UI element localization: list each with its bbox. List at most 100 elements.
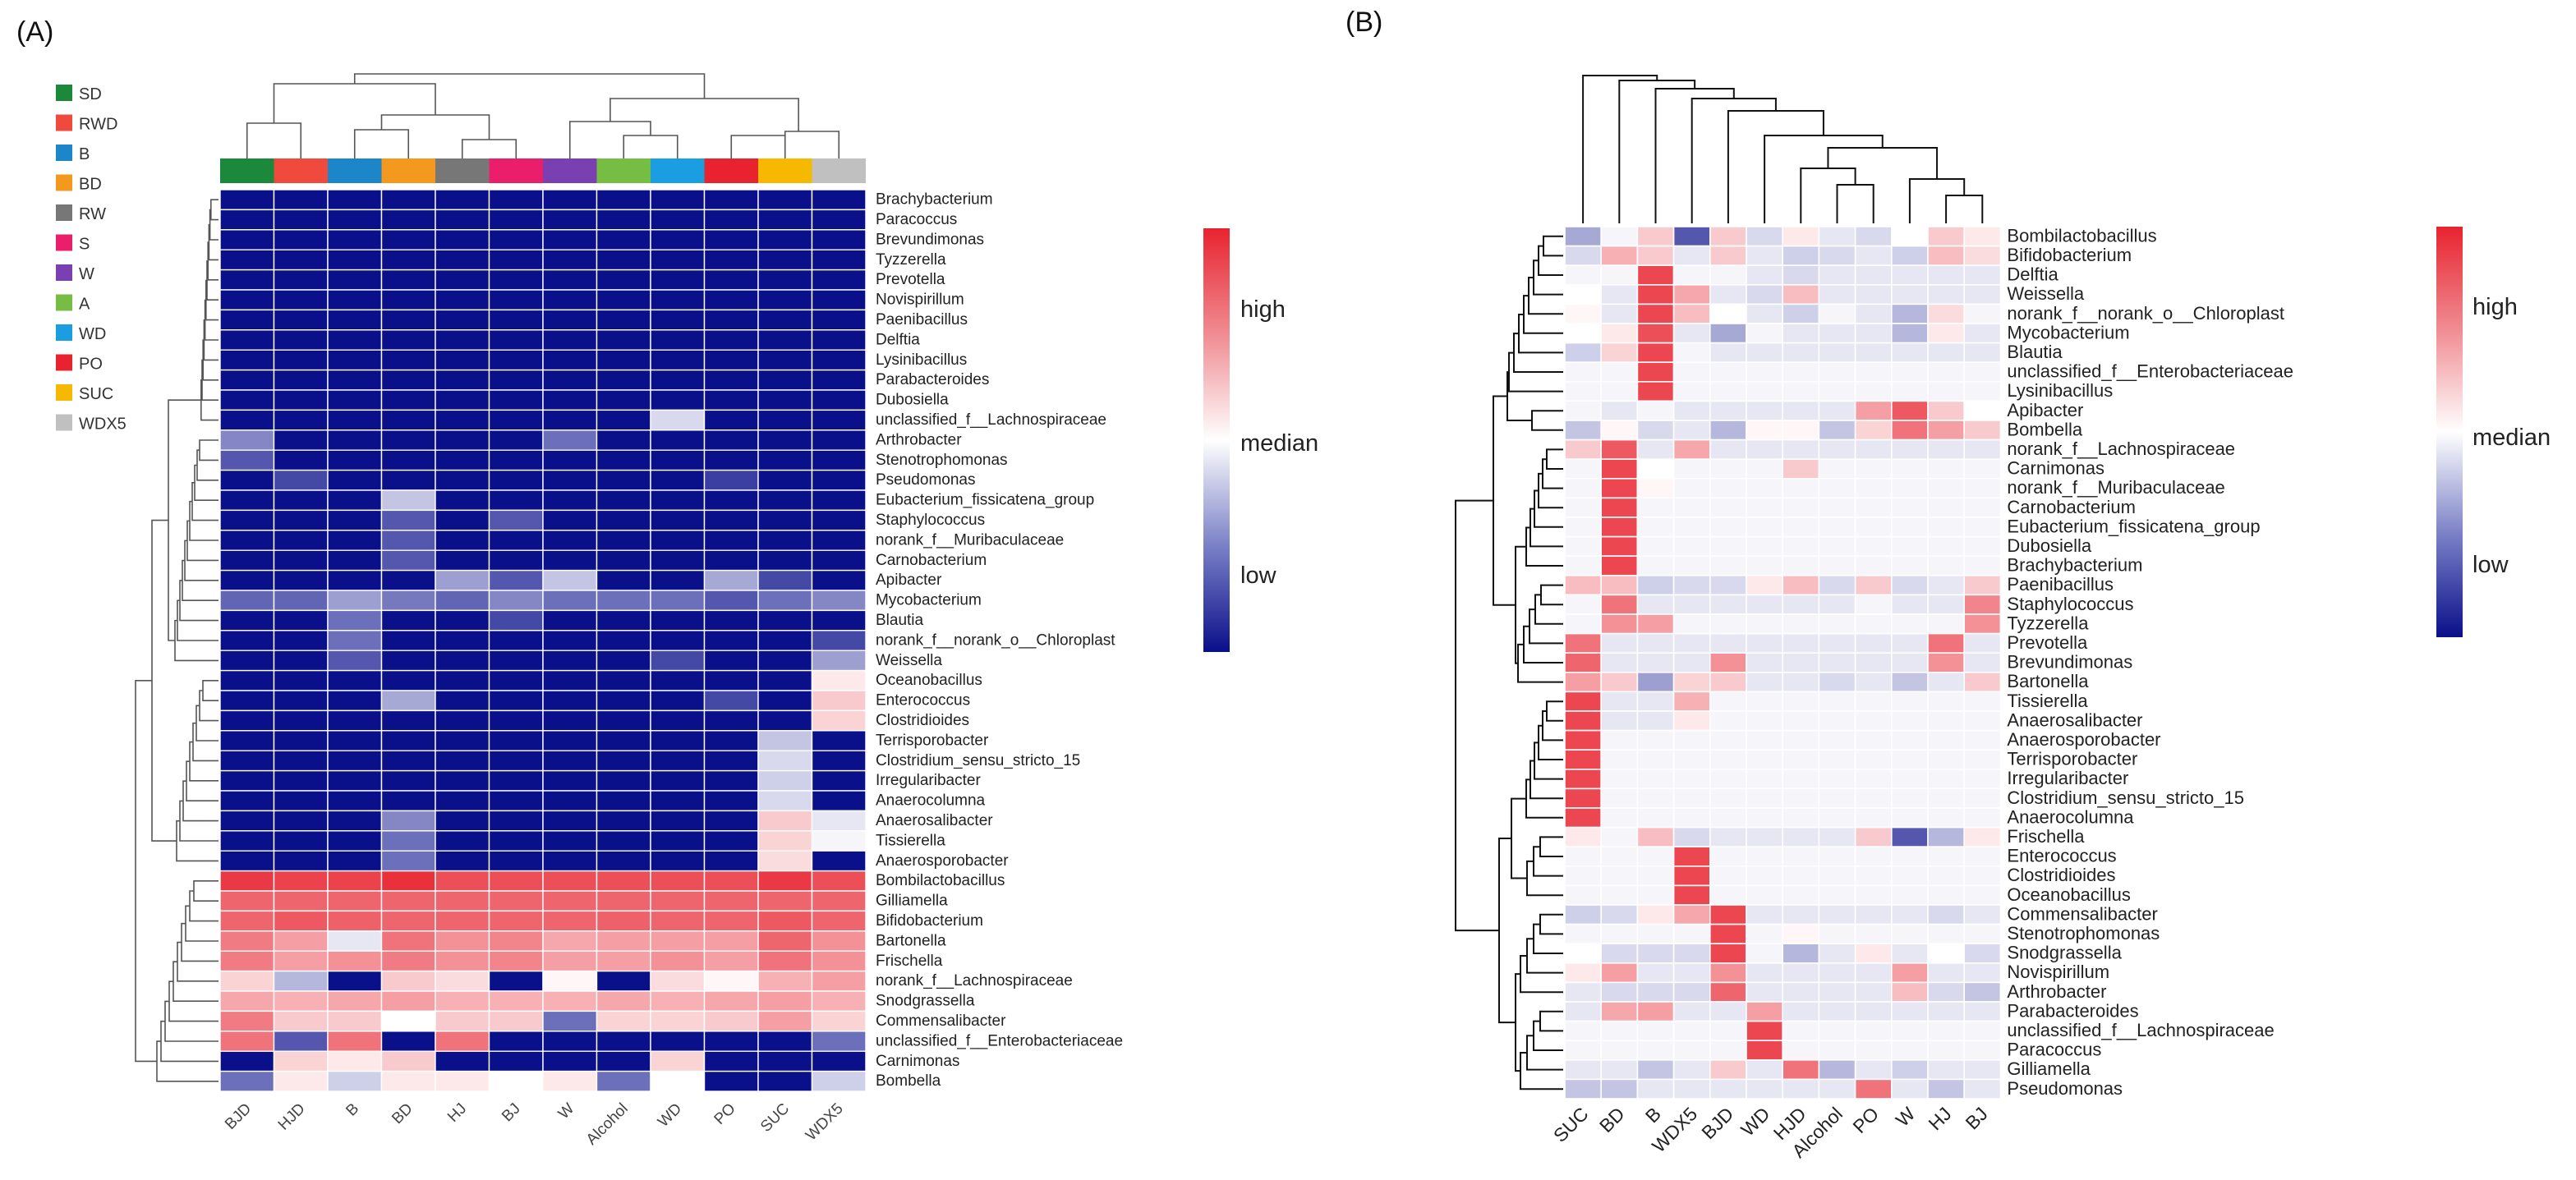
heatmap-cell bbox=[542, 530, 598, 551]
row-label: Novispirillum bbox=[2007, 962, 2109, 982]
dendrogram-branch bbox=[353, 73, 706, 99]
heatmap-cell bbox=[327, 389, 383, 411]
heatmap-cell bbox=[757, 650, 813, 672]
dendrogram-branch bbox=[194, 464, 218, 501]
heatmap-cell bbox=[1963, 361, 2002, 383]
dendrogram-branch bbox=[1498, 838, 1516, 1024]
heatmap-cell bbox=[1709, 884, 1747, 906]
heatmap-cell bbox=[1746, 787, 1784, 809]
heatmap-cell bbox=[380, 830, 436, 852]
heatmap-cell bbox=[1709, 1001, 1747, 1022]
heatmap-cell bbox=[542, 990, 598, 1012]
heatmap-cell bbox=[1746, 749, 1784, 770]
heatmap-cell bbox=[488, 449, 544, 471]
group-bar-wd bbox=[651, 158, 705, 183]
heatmap-cell bbox=[1818, 710, 1856, 732]
heatmap-cell bbox=[596, 730, 651, 751]
heatmap-cell bbox=[273, 329, 329, 351]
row-label: Commensalibacter bbox=[876, 1012, 1006, 1030]
heatmap-cell bbox=[596, 910, 651, 932]
heatmap-cell bbox=[1854, 574, 1893, 596]
heatmap-cell bbox=[435, 469, 490, 491]
heatmap-cell bbox=[1709, 1020, 1747, 1041]
heatmap-cell bbox=[650, 409, 706, 431]
heatmap-cell bbox=[1600, 517, 1639, 538]
heatmap-cell bbox=[811, 730, 867, 751]
heatmap-cell bbox=[596, 269, 651, 291]
heatmap-cell bbox=[1636, 264, 1675, 286]
heatmap-cell bbox=[273, 249, 329, 271]
heatmap-cell bbox=[380, 289, 436, 311]
heatmap-cell bbox=[1891, 264, 1929, 286]
heatmap-cell bbox=[1963, 904, 2002, 925]
heatmap-cell bbox=[488, 609, 544, 631]
heatmap-cell bbox=[650, 269, 706, 291]
heatmap-cell bbox=[1672, 555, 1711, 576]
heatmap-cell bbox=[1564, 283, 1603, 305]
heatmap-cell bbox=[650, 669, 706, 691]
heatmap-cell bbox=[811, 409, 867, 431]
heatmap-cell bbox=[811, 569, 867, 591]
dendrogram-branch bbox=[380, 114, 490, 140]
heatmap-cell bbox=[273, 750, 329, 772]
heatmap-cell bbox=[488, 790, 544, 812]
heatmap-cell bbox=[1818, 438, 1856, 460]
heatmap-cell bbox=[703, 1050, 759, 1072]
heatmap-cell bbox=[1963, 807, 2002, 829]
heatmap-cell bbox=[1600, 884, 1639, 906]
heatmap-cell bbox=[1818, 865, 1856, 887]
heatmap-cell bbox=[488, 549, 544, 572]
heatmap-cell bbox=[1782, 846, 1820, 867]
heatmap-cell bbox=[650, 549, 706, 572]
heatmap-cell bbox=[327, 590, 383, 612]
heatmap-cell bbox=[1636, 1059, 1675, 1081]
heatmap-cell bbox=[1927, 710, 1966, 732]
heatmap-cell bbox=[1891, 710, 1929, 732]
row-label: Brevundimonas bbox=[2007, 652, 2132, 673]
row-label: Carnimonas bbox=[876, 1053, 959, 1070]
heatmap-cell bbox=[1672, 303, 1711, 324]
heatmap-cell bbox=[435, 609, 490, 631]
heatmap-cell bbox=[380, 690, 436, 712]
heatmap-cell bbox=[811, 950, 867, 972]
heatmap-cell bbox=[488, 630, 544, 651]
heatmap-cell bbox=[757, 830, 813, 852]
row-label: Anaerosalibacter bbox=[2007, 709, 2142, 730]
heatmap-cell bbox=[703, 690, 759, 712]
heatmap-cell bbox=[327, 409, 383, 431]
heatmap-cell bbox=[380, 1010, 436, 1032]
column-label: SUC bbox=[757, 1100, 793, 1136]
heatmap-cell bbox=[1564, 361, 1603, 383]
heatmap-cell bbox=[1963, 652, 2002, 673]
heatmap-cell bbox=[1709, 438, 1747, 460]
heatmap-cell bbox=[1927, 613, 1966, 635]
column-label: PO bbox=[711, 1100, 739, 1128]
row-label: Brachybacterium bbox=[2007, 555, 2142, 576]
heatmap-cell bbox=[1672, 904, 1711, 925]
heatmap-cell bbox=[596, 850, 651, 872]
row-label: Blautia bbox=[2007, 342, 2063, 362]
heatmap-cell bbox=[811, 289, 867, 311]
heatmap-cell bbox=[1854, 904, 1893, 925]
heatmap-cell bbox=[219, 910, 275, 932]
group-legend: SD RWD B BD RW SWA WD PO SUC WDX5 bbox=[56, 85, 126, 434]
heatmap-cell bbox=[1891, 555, 1929, 576]
heatmap-cell bbox=[1782, 943, 1820, 964]
heatmap-cell bbox=[1672, 768, 1711, 790]
heatmap-cell bbox=[380, 469, 436, 491]
heatmap-cell bbox=[1672, 380, 1711, 402]
heatmap-cell bbox=[1782, 632, 1820, 654]
heatmap-cell bbox=[327, 870, 383, 892]
heatmap-cell bbox=[1746, 729, 1784, 751]
heatmap-cell bbox=[1600, 1040, 1639, 1061]
heatmap-cell bbox=[596, 569, 651, 591]
heatmap-cell bbox=[1782, 497, 1820, 518]
heatmap-cell bbox=[1782, 1001, 1820, 1022]
heatmap-cell bbox=[1709, 400, 1747, 421]
heatmap-cell bbox=[1746, 768, 1784, 790]
heatmap-cell bbox=[596, 990, 651, 1012]
heatmap-cell bbox=[327, 369, 383, 391]
heatmap-cell bbox=[327, 189, 383, 211]
